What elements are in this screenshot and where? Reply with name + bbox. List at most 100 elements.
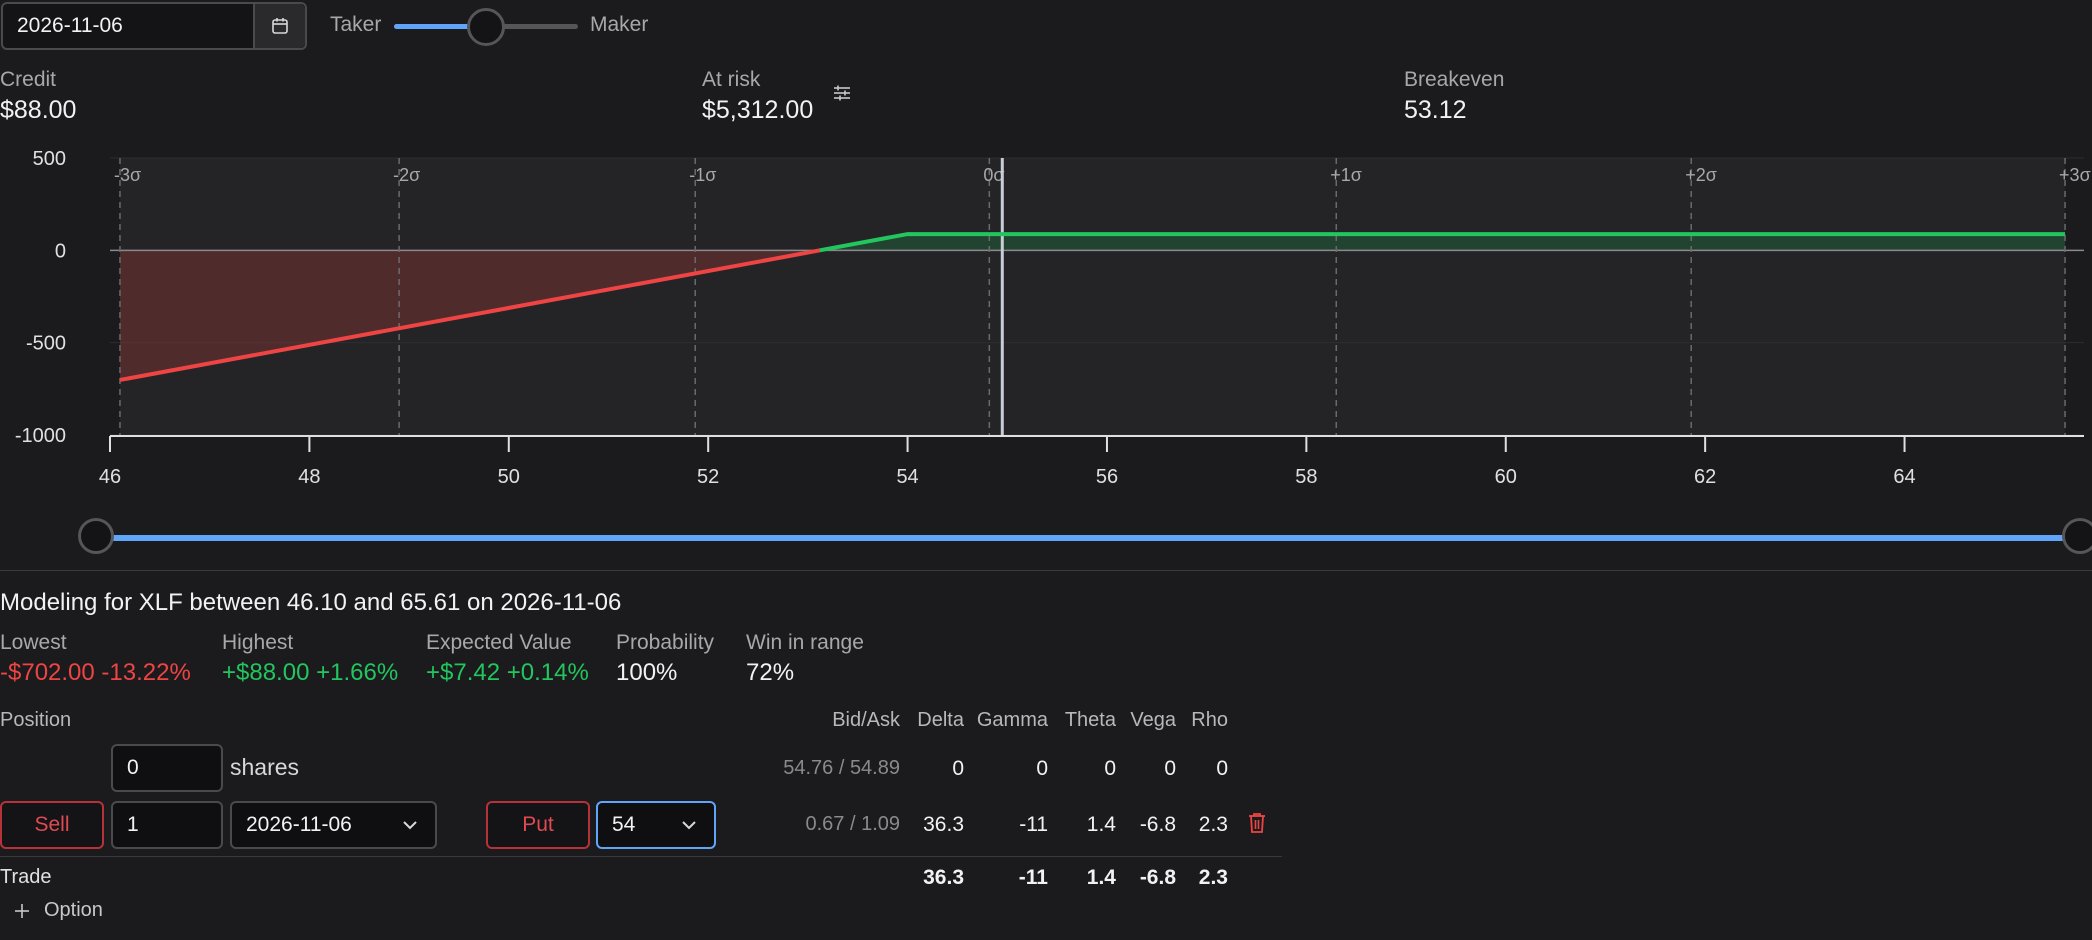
option-quantity-value: 1 <box>127 813 139 836</box>
position-header: Position <box>0 709 72 731</box>
stock-bidask: 54.76 / 54.89 <box>783 757 900 779</box>
stock-vega: 0 <box>1164 757 1176 780</box>
option-quantity-input[interactable]: 1 <box>111 801 223 849</box>
shares-quantity-value: 0 <box>127 756 139 779</box>
trade-gamma: -11 <box>1018 866 1048 889</box>
at-risk-value: $5,312.00 <box>702 96 814 124</box>
range-low-handle[interactable] <box>78 518 114 554</box>
y-tick-label: -1000 <box>15 425 66 447</box>
slider-fill <box>394 24 486 29</box>
sigma-label: -3σ <box>114 165 141 185</box>
y-tick-label: 0 <box>55 240 66 262</box>
option-rho: 2.3 <box>1198 813 1228 836</box>
expected-value-value: +$7.42 +0.14% <box>426 659 589 686</box>
gamma-header: Gamma <box>976 709 1048 731</box>
option-bidask: 0.67 / 1.09 <box>805 813 900 835</box>
sigma-label: +1σ <box>1330 165 1362 185</box>
adjust-settings-button[interactable] <box>832 84 852 107</box>
at-risk-label: At risk <box>702 68 761 91</box>
strike-select-value: 54 <box>612 813 636 836</box>
price-range-slider[interactable] <box>0 514 2092 560</box>
chevron-down-icon <box>403 820 417 829</box>
calendar-button[interactable] <box>253 4 305 48</box>
add-option-label: Option <box>44 899 103 921</box>
chevron-down-icon <box>682 820 696 829</box>
rho-header: Rho <box>1191 709 1228 731</box>
x-tick-label: 50 <box>498 466 520 488</box>
stock-gamma: 0 <box>1036 757 1048 780</box>
option-gamma: -11 <box>1019 813 1048 836</box>
expected-value-label: Expected Value <box>426 631 572 654</box>
payoff-line-loss <box>119 248 821 382</box>
table-divider <box>0 856 1282 857</box>
range-track <box>98 535 2080 541</box>
put-button[interactable]: Put <box>486 801 590 849</box>
win-in-range-value: 72% <box>746 659 795 686</box>
x-tick-label: 54 <box>896 466 918 488</box>
x-tick-label: 58 <box>1295 466 1317 488</box>
win-in-range-label: Win in range <box>746 631 864 654</box>
shares-unit-label: shares <box>230 754 300 780</box>
shares-quantity-input[interactable]: 0 <box>111 744 223 792</box>
payoff-chart[interactable]: 500 0 -500 -1000 -3σ -2σ -1σ 0σ +1σ +2σ +3σ 46 48 50 5… <box>0 150 2092 500</box>
x-tick-label: 48 <box>298 466 320 488</box>
slider-handle[interactable] <box>467 8 505 46</box>
theta-header: Theta <box>1064 709 1116 731</box>
breakeven-value: 53.12 <box>1404 96 1467 124</box>
stock-delta: 0 <box>952 757 964 780</box>
option-delta: 36.3 <box>923 813 964 836</box>
trade-delta: 36.3 <box>923 866 964 889</box>
y-tick-label: -500 <box>26 333 66 355</box>
x-tick-label: 62 <box>1694 466 1716 488</box>
option-theta: 1.4 <box>1086 813 1116 836</box>
credit-label: Credit <box>0 68 57 91</box>
date-input-value: 2026-11-06 <box>17 14 123 37</box>
highest-value: +$88.00 +1.66% <box>222 659 399 686</box>
add-option-button[interactable]: Option <box>14 899 103 922</box>
trade-rho: 2.3 <box>1198 866 1228 889</box>
option-vega: -6.8 <box>1139 813 1176 836</box>
calendar-icon <box>272 18 288 34</box>
plus-icon <box>15 903 29 918</box>
sell-button[interactable]: Sell <box>0 801 104 849</box>
trade-label: Trade <box>0 866 52 888</box>
strike-select[interactable]: 54 <box>596 801 716 849</box>
highest-label: Highest <box>222 631 294 654</box>
profit-area <box>819 234 2066 251</box>
trash-icon <box>1249 813 1265 833</box>
delete-leg-button[interactable] <box>1247 812 1267 839</box>
probability-value: 100% <box>616 659 678 686</box>
expiry-select-value: 2026-11-06 <box>246 813 352 836</box>
y-tick-label: 500 <box>33 150 66 170</box>
put-button-label: Put <box>522 813 554 836</box>
range-high-handle[interactable] <box>2062 518 2092 554</box>
x-tick-label: 64 <box>1893 466 1915 488</box>
x-tick-label: 46 <box>99 466 121 488</box>
lowest-value: -$702.00 -13.22% <box>0 659 191 686</box>
stock-rho: 0 <box>1216 757 1228 780</box>
maker-label: Maker <box>590 13 649 36</box>
sigma-label: 0σ <box>983 165 1004 185</box>
expiry-select[interactable]: 2026-11-06 <box>230 801 437 849</box>
taker-maker-slider[interactable] <box>394 8 578 46</box>
taker-label: Taker <box>330 13 382 36</box>
bidask-header: Bid/Ask <box>832 709 900 731</box>
sigma-label: -1σ <box>689 165 716 185</box>
delta-header: Delta <box>917 709 964 731</box>
sell-button-label: Sell <box>34 813 70 836</box>
x-tick-label: 60 <box>1495 466 1517 488</box>
vega-header: Vega <box>1130 709 1176 731</box>
date-input[interactable]: 2026-11-06 <box>1 2 307 50</box>
x-tick-label: 52 <box>697 466 719 488</box>
lowest-label: Lowest <box>0 631 67 654</box>
trade-theta: 1.4 <box>1086 866 1116 889</box>
plot-area <box>119 158 2066 435</box>
sigma-label: +3σ <box>2059 165 2091 185</box>
sigma-label: +2σ <box>1685 165 1717 185</box>
breakeven-label: Breakeven <box>1404 68 1505 91</box>
credit-value: $88.00 <box>0 96 77 124</box>
divider <box>0 570 2092 571</box>
sigma-label: -2σ <box>393 165 420 185</box>
stock-theta: 0 <box>1104 757 1116 780</box>
modeling-title: Modeling for XLF between 46.10 and 65.61… <box>0 589 622 616</box>
